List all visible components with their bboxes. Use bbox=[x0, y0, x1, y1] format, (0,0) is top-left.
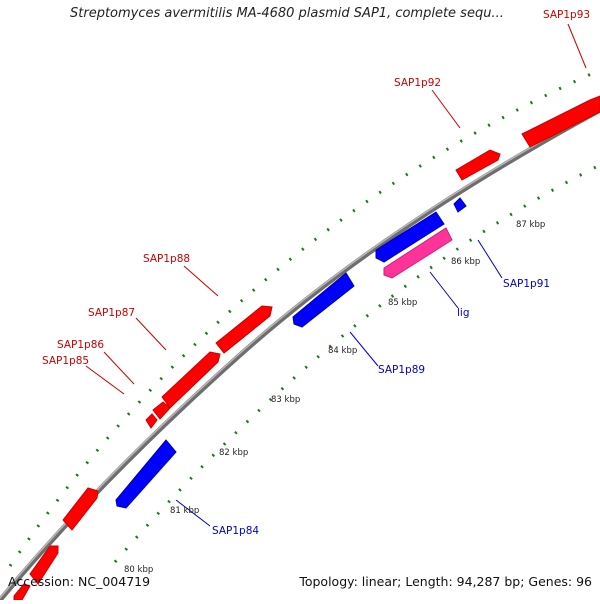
map-title: Streptomyces avermitilis MA-4680 plasmid… bbox=[70, 6, 504, 21]
gene-red-b[interactable] bbox=[62, 487, 99, 531]
gene-red-c[interactable] bbox=[29, 545, 59, 585]
gene-SAP1p86[interactable] bbox=[152, 401, 171, 420]
gene-SAP1p93[interactable] bbox=[521, 95, 600, 148]
gene-SAP1p88[interactable] bbox=[215, 305, 273, 354]
label-SAP1p91[interactable]: SAP1p91 bbox=[503, 278, 550, 290]
tick-label-86: 86 kbp bbox=[451, 257, 480, 267]
label-lig[interactable]: lig bbox=[457, 307, 470, 319]
label-SAP1p93[interactable]: SAP1p93 bbox=[543, 9, 590, 21]
sequence-backbone-highlight bbox=[0, 108, 600, 599]
tick-labels: 80 kbp 81 kbp 82 kbp 83 kbp 84 kbp 85 kb… bbox=[124, 220, 545, 575]
tick-label-82: 82 kbp bbox=[219, 448, 248, 458]
accession-text: Accession: NC_004719 bbox=[8, 574, 151, 589]
gene-blue-90[interactable] bbox=[375, 211, 445, 263]
tick-label-83: 83 kbp bbox=[271, 395, 300, 405]
gene-labels: SAP1p93 SAP1p92 SAP1p88 SAP1p87 SAP1p86 … bbox=[42, 9, 590, 537]
sequence-backbone bbox=[0, 107, 600, 602]
gene-SAP1p85[interactable] bbox=[145, 413, 158, 429]
label-SAP1p92[interactable]: SAP1p92 bbox=[394, 77, 441, 89]
gene-lig[interactable] bbox=[383, 227, 453, 279]
gene-red-d[interactable] bbox=[13, 583, 31, 601]
label-SAP1p88[interactable]: SAP1p88 bbox=[143, 253, 190, 265]
label-SAP1p87[interactable]: SAP1p87 bbox=[88, 307, 135, 319]
gene-SAP1p92[interactable] bbox=[455, 149, 501, 181]
tick-label-85: 85 kbp bbox=[388, 298, 417, 308]
tick-label-80: 80 kbp bbox=[124, 565, 153, 575]
label-SAP1p85[interactable]: SAP1p85 bbox=[42, 355, 89, 367]
label-SAP1p86[interactable]: SAP1p86 bbox=[57, 339, 104, 351]
label-leader-lines bbox=[85, 23, 587, 527]
label-SAP1p84[interactable]: SAP1p84 bbox=[212, 525, 259, 537]
tick-label-84: 84 kbp bbox=[328, 346, 357, 356]
gene-SAP1p89[interactable] bbox=[292, 272, 355, 328]
tick-label-81: 81 kbp bbox=[170, 506, 199, 516]
gene-SAP1p91[interactable] bbox=[453, 197, 467, 213]
gene-SAP1p87[interactable] bbox=[161, 351, 221, 409]
forward-genes bbox=[13, 95, 600, 601]
reverse-genes bbox=[115, 197, 467, 509]
summary-text: Topology: linear; Length: 94,287 bp; Gen… bbox=[299, 574, 592, 589]
tick-label-87: 87 kbp bbox=[516, 220, 545, 230]
gene-SAP1p84[interactable] bbox=[115, 439, 177, 509]
label-SAP1p89[interactable]: SAP1p89 bbox=[378, 364, 425, 376]
